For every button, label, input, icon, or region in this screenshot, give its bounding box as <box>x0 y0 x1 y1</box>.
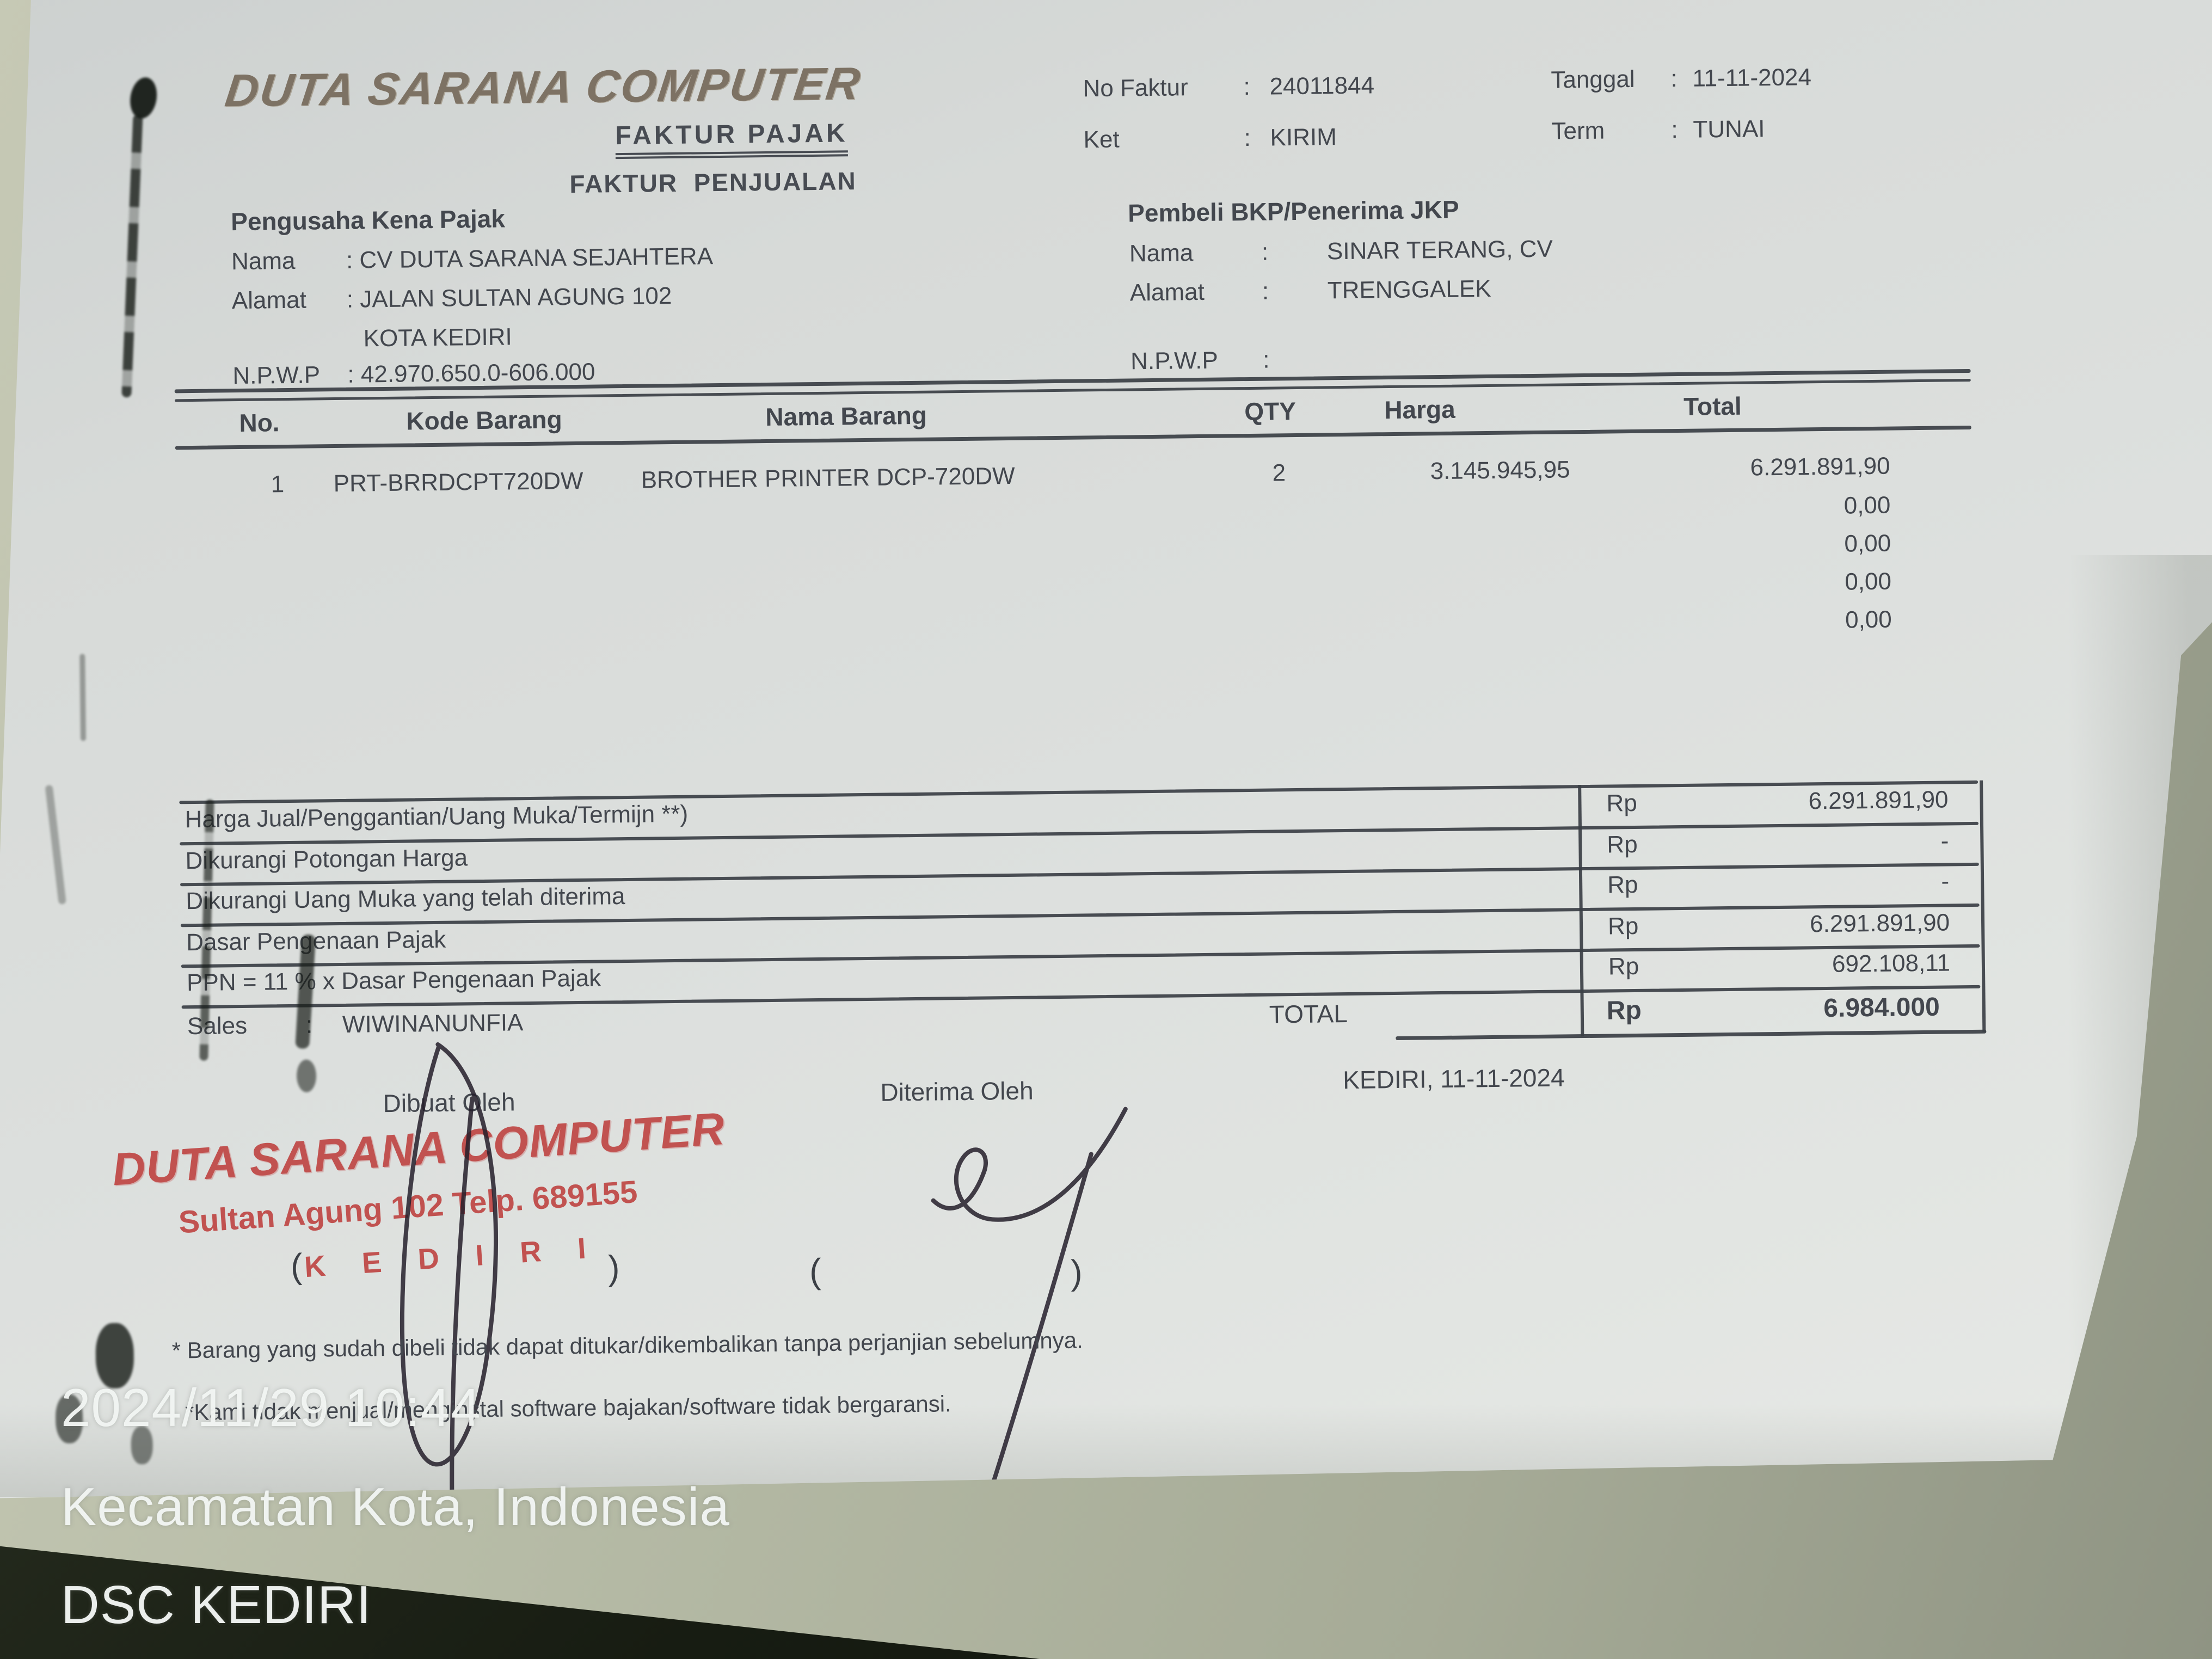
ink-blob-sales <box>296 1059 317 1092</box>
signature-left <box>400 1042 499 1467</box>
watermark-timestamp: 2024/11/29 10:44 <box>61 1378 481 1437</box>
signature-right <box>931 1107 1128 1222</box>
watermark-location: Kecamatan Kota, Indonesia <box>61 1477 730 1537</box>
signature-right-tail <box>963 1152 1093 1498</box>
ink-speckle-1 <box>79 654 87 741</box>
signature-left-tail <box>450 1096 475 1498</box>
watermark-label: DSC KEDIRI <box>61 1575 372 1635</box>
